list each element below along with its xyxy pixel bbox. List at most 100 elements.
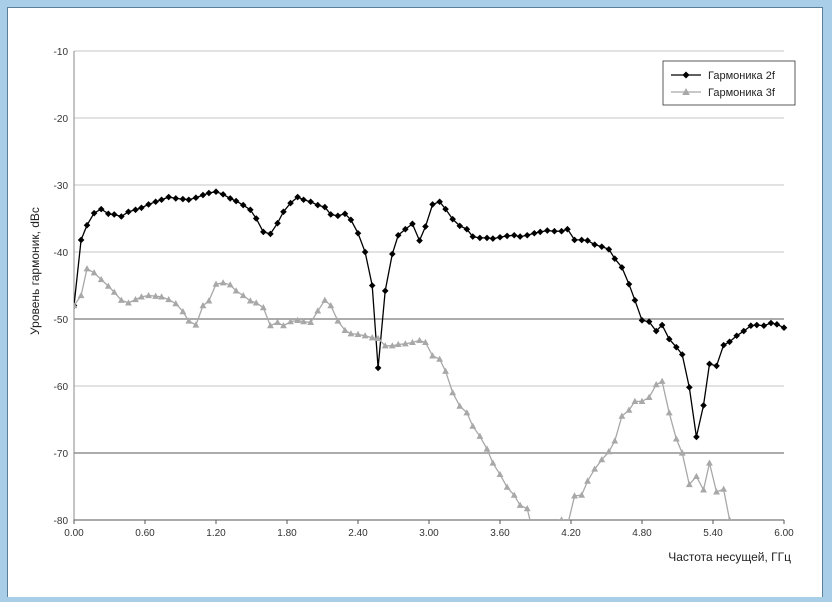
x-tick-label: 1.80 bbox=[277, 528, 297, 539]
data-point bbox=[212, 188, 220, 195]
data-point bbox=[456, 402, 464, 409]
data-point bbox=[104, 282, 112, 289]
x-tick-label: 4.20 bbox=[561, 528, 581, 539]
data-point bbox=[760, 322, 768, 329]
y-tick-label: -60 bbox=[54, 382, 69, 393]
data-point bbox=[247, 206, 254, 214]
data-point bbox=[165, 295, 173, 303]
data-point bbox=[584, 237, 591, 244]
data-point bbox=[523, 231, 531, 239]
data-point bbox=[658, 377, 666, 384]
data-point bbox=[693, 433, 700, 441]
data-point bbox=[463, 225, 471, 233]
series-2f bbox=[74, 188, 788, 441]
data-point bbox=[327, 211, 335, 218]
data-point bbox=[118, 213, 125, 220]
data-point bbox=[232, 287, 240, 294]
data-point bbox=[726, 338, 733, 346]
data-point bbox=[436, 355, 444, 362]
data-point bbox=[341, 326, 349, 333]
data-point bbox=[132, 295, 139, 303]
x-tick-label: 1.20 bbox=[206, 528, 226, 539]
y-tick-label: -70 bbox=[54, 449, 69, 460]
data-point bbox=[287, 318, 294, 325]
data-point bbox=[693, 472, 700, 480]
data-point bbox=[138, 293, 145, 300]
data-point bbox=[516, 501, 524, 508]
data-point bbox=[598, 456, 606, 463]
data-point bbox=[564, 225, 571, 233]
data-point bbox=[713, 488, 720, 495]
data-point bbox=[631, 296, 639, 304]
gridlines bbox=[73, 50, 785, 524]
data-point bbox=[321, 296, 329, 303]
data-point bbox=[496, 233, 504, 241]
data-point bbox=[334, 317, 342, 324]
data-point bbox=[381, 342, 389, 349]
data-point bbox=[394, 231, 402, 239]
data-point bbox=[571, 492, 578, 499]
data-point bbox=[402, 225, 409, 233]
x-tick-label: 6.00 bbox=[774, 528, 794, 539]
data-point bbox=[631, 397, 639, 405]
data-point bbox=[436, 198, 443, 206]
data-point bbox=[706, 459, 713, 466]
data-point bbox=[205, 297, 213, 304]
x-tick-label: 2.40 bbox=[348, 528, 368, 539]
data-point bbox=[720, 341, 727, 349]
data-point bbox=[672, 435, 680, 442]
y-axis-label: Уровень гармоник, dBc bbox=[28, 207, 42, 335]
data-point bbox=[483, 445, 491, 452]
data-point bbox=[584, 477, 591, 484]
data-point bbox=[368, 334, 376, 341]
data-point bbox=[652, 327, 660, 335]
data-point bbox=[416, 237, 423, 244]
data-point bbox=[449, 215, 456, 223]
data-point bbox=[314, 201, 322, 209]
data-point bbox=[294, 193, 301, 201]
series-line bbox=[74, 191, 785, 438]
data-point bbox=[401, 340, 409, 347]
data-point bbox=[476, 432, 484, 439]
x-tick-label: 0.00 bbox=[64, 528, 84, 539]
data-point bbox=[252, 215, 260, 222]
legend-box bbox=[662, 60, 796, 106]
data-point bbox=[199, 302, 207, 309]
data-point bbox=[274, 318, 281, 325]
data-point bbox=[645, 393, 653, 400]
data-point bbox=[422, 223, 429, 230]
data-point bbox=[239, 201, 247, 209]
data-point bbox=[559, 516, 564, 520]
data-point bbox=[645, 318, 653, 325]
data-point bbox=[205, 189, 213, 197]
data-point bbox=[212, 280, 220, 287]
data-point bbox=[503, 483, 511, 490]
data-point bbox=[523, 505, 531, 512]
data-point bbox=[489, 235, 497, 242]
data-point bbox=[83, 265, 91, 272]
data-point bbox=[300, 318, 307, 325]
data-point bbox=[388, 342, 396, 349]
data-point bbox=[145, 201, 152, 208]
data-point bbox=[720, 485, 728, 492]
data-point bbox=[374, 334, 382, 342]
data-point bbox=[307, 198, 314, 206]
data-point bbox=[77, 236, 85, 244]
data-point bbox=[489, 459, 497, 466]
legend-item-3f: Гармоника 3f bbox=[671, 87, 776, 99]
data-point bbox=[158, 196, 165, 204]
data-point bbox=[463, 409, 471, 416]
y-tick-label: -40 bbox=[54, 248, 69, 259]
data-point bbox=[321, 203, 329, 211]
data-point bbox=[638, 317, 646, 324]
data-point bbox=[374, 364, 382, 372]
data-point bbox=[246, 297, 254, 304]
y-tick-labels: -10 -20 -30 -40 -50 -60 -70 -80 bbox=[54, 47, 69, 527]
data-point bbox=[429, 201, 436, 208]
data-point bbox=[83, 221, 91, 229]
data-point bbox=[125, 208, 132, 216]
data-point bbox=[747, 322, 755, 329]
data-point bbox=[780, 324, 788, 332]
data-point bbox=[598, 243, 606, 250]
data-point bbox=[516, 233, 524, 240]
